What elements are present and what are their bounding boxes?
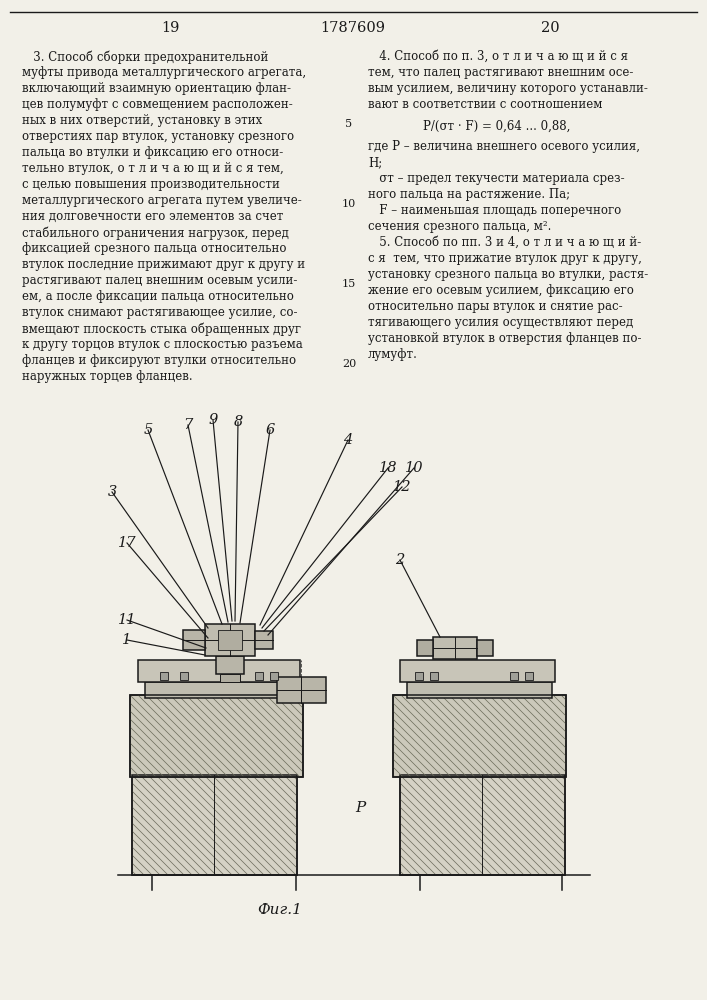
Text: цев полумуфт с совмещением расположен-: цев полумуфт с совмещением расположен- (22, 98, 293, 111)
Bar (400, 660, 555, 682)
Text: 7: 7 (183, 418, 192, 432)
Text: 11: 11 (118, 613, 136, 627)
Text: отверстиях пар втулок, установку срезного: отверстиях пар втулок, установку срезног… (22, 130, 294, 143)
Bar (525, 672, 533, 680)
Text: ного пальца на растяжение. Па;: ного пальца на растяжение. Па; (368, 188, 570, 201)
Text: 3: 3 (107, 485, 117, 499)
Text: жение его осевым усилием, фиксацию его: жение его осевым усилием, фиксацию его (368, 284, 634, 297)
Text: 15: 15 (342, 279, 356, 289)
Text: 10: 10 (342, 199, 356, 209)
Bar (393, 695, 566, 777)
Text: σт – предел текучести материала срез-: σт – предел текучести материала срез- (368, 172, 624, 185)
Bar (277, 677, 326, 703)
Text: H;: H; (368, 156, 382, 169)
Text: 17: 17 (118, 536, 136, 550)
Text: 19: 19 (160, 21, 179, 35)
Text: к другу торцов втулок с плоскостью разъема: к другу торцов втулок с плоскостью разъе… (22, 338, 303, 351)
Text: сечения срезного пальца, м².: сечения срезного пальца, м². (368, 220, 551, 233)
Bar (160, 672, 168, 680)
Text: фланцев и фиксируют втулки относительно: фланцев и фиксируют втулки относительно (22, 354, 296, 367)
Bar (132, 775, 297, 875)
Text: ем, а после фиксации пальца относительно: ем, а после фиксации пальца относительно (22, 290, 294, 303)
Bar (510, 672, 518, 680)
Text: Фиг.1: Фиг.1 (257, 903, 303, 917)
Text: металлургического агрегата путем увеличе-: металлургического агрегата путем увеличе… (22, 194, 302, 207)
Text: F – наименьшая площадь поперечного: F – наименьшая площадь поперечного (368, 204, 621, 217)
Text: P: P (355, 801, 365, 815)
Text: 5. Способ по пп. 3 и 4, о т л и ч а ю щ и й-: 5. Способ по пп. 3 и 4, о т л и ч а ю щ … (368, 236, 641, 249)
Text: вают в соответствии с соотношением: вают в соответствии с соотношением (368, 98, 602, 111)
Text: 18: 18 (379, 461, 397, 475)
Bar (138, 660, 300, 682)
Bar (130, 695, 303, 777)
Text: 20: 20 (541, 21, 559, 35)
Text: 10: 10 (404, 461, 423, 475)
Bar (477, 640, 493, 656)
Bar (417, 640, 433, 656)
Bar (180, 672, 188, 680)
Text: относительно пары втулок и снятие рас-: относительно пары втулок и снятие рас- (368, 300, 623, 313)
Text: тем, что палец растягивают внешним осе-: тем, что палец растягивают внешним осе- (368, 66, 633, 79)
Text: тельно втулок, о т л и ч а ю щ и й с я тем,: тельно втулок, о т л и ч а ю щ и й с я т… (22, 162, 284, 175)
Text: 4: 4 (344, 433, 353, 447)
Text: 4. Способ по п. 3, о т л и ч а ю щ и й с я: 4. Способ по п. 3, о т л и ч а ю щ и й с… (368, 50, 628, 63)
Text: 20: 20 (342, 359, 356, 369)
Bar (145, 682, 290, 698)
Bar (132, 775, 297, 875)
Bar (415, 672, 423, 680)
Bar (255, 672, 263, 680)
Bar (393, 695, 566, 777)
Bar (218, 630, 242, 650)
Bar (270, 672, 278, 680)
Text: вым усилием, величину которого устанавли-: вым усилием, величину которого устанавли… (368, 82, 648, 95)
Bar (400, 775, 565, 875)
Bar (433, 637, 477, 659)
Text: 1787609: 1787609 (320, 21, 385, 35)
Text: вмещают плоскость стыка обращенных друг: вмещают плоскость стыка обращенных друг (22, 322, 301, 336)
Text: 5: 5 (346, 119, 353, 129)
Text: лумуфт.: лумуфт. (368, 348, 418, 361)
Text: с целью повышения производительности: с целью повышения производительности (22, 178, 280, 191)
Text: тягивающего усилия осуществляют перед: тягивающего усилия осуществляют перед (368, 316, 633, 329)
Text: ния долговечности его элементов за счет: ния долговечности его элементов за счет (22, 210, 284, 223)
Text: втулок снимают растягивающее усилие, со-: втулок снимают растягивающее усилие, со- (22, 306, 298, 319)
Text: стабильного ограничения нагрузок, перед: стабильного ограничения нагрузок, перед (22, 226, 289, 239)
Text: 8: 8 (233, 415, 243, 429)
Text: ных в них отверстий, установку в этих: ных в них отверстий, установку в этих (22, 114, 262, 127)
Text: пальца во втулки и фиксацию его относи-: пальца во втулки и фиксацию его относи- (22, 146, 284, 159)
Bar (216, 656, 244, 674)
Bar (400, 775, 565, 875)
Text: включающий взаимную ориентацию флан-: включающий взаимную ориентацию флан- (22, 82, 291, 95)
Text: втулок последние прижимают друг к другу и: втулок последние прижимают друг к другу … (22, 258, 305, 271)
Bar (400, 775, 565, 875)
Bar (130, 695, 303, 777)
Text: установкой втулок в отверстия фланцев по-: установкой втулок в отверстия фланцев по… (368, 332, 641, 345)
Text: муфты привода металлургического агрегата,: муфты привода металлургического агрегата… (22, 66, 306, 79)
Text: P/(σт · F) = 0,64 ... 0,88,: P/(σт · F) = 0,64 ... 0,88, (423, 120, 571, 133)
Bar (407, 682, 552, 698)
Text: 1: 1 (122, 633, 132, 647)
Text: где P – величина внешнего осевого усилия,: где P – величина внешнего осевого усилия… (368, 140, 640, 153)
Bar (132, 775, 297, 875)
Bar (220, 674, 240, 682)
Text: 12: 12 (393, 480, 411, 494)
Text: фиксацией срезного пальца относительно: фиксацией срезного пальца относительно (22, 242, 286, 255)
Bar (255, 631, 273, 649)
Text: наружных торцев фланцев.: наружных торцев фланцев. (22, 370, 192, 383)
Text: 5: 5 (144, 423, 153, 437)
Text: 9: 9 (209, 413, 218, 427)
Text: растягивают палец внешним осевым усили-: растягивают палец внешним осевым усили- (22, 274, 298, 287)
Bar (205, 624, 255, 656)
Bar (430, 672, 438, 680)
Bar (183, 630, 205, 650)
Text: с я  тем, что прижатие втулок друг к другу,: с я тем, что прижатие втулок друг к друг… (368, 252, 642, 265)
Bar (393, 695, 566, 777)
Bar (130, 695, 303, 777)
Text: 6: 6 (265, 423, 274, 437)
Text: 2: 2 (395, 553, 404, 567)
Text: 3. Способ сборки предохранительной: 3. Способ сборки предохранительной (22, 50, 269, 64)
Text: установку срезного пальца во втулки, растя-: установку срезного пальца во втулки, рас… (368, 268, 648, 281)
